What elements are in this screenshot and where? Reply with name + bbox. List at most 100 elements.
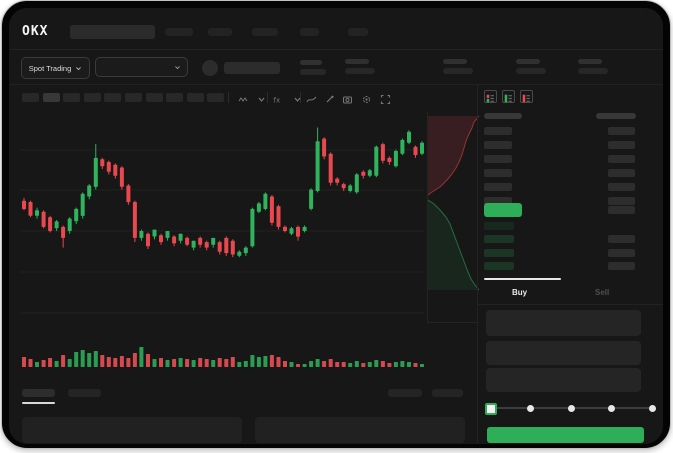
volume-bar [393,362,398,367]
slider-stop-dot[interactable] [608,404,615,412]
fullscreen-icon[interactable] [380,92,391,105]
coin-avatar [202,60,218,76]
bottom-link-1[interactable] [388,389,422,397]
nav-item-skeleton[interactable] [165,28,193,36]
timeframe-button[interactable] [22,93,39,102]
ask-amount-bar [608,141,635,149]
bottom-tab-order-history[interactable] [68,389,101,397]
candle [302,226,307,231]
camera-snapshot-icon[interactable] [342,92,353,104]
pair-dropdown[interactable] [95,57,188,77]
candle [289,228,294,234]
volume-bar [159,358,163,367]
app-screen: OKX Spot Trading fx [9,8,663,444]
nav-item-skeleton[interactable] [252,28,278,36]
volume-bar [309,361,314,367]
panel-divider [477,85,478,443]
timeframe-button[interactable] [83,93,101,102]
candle [315,141,320,191]
candle [22,200,26,209]
okx-logo[interactable]: OKX [22,24,49,39]
slider-handle[interactable] [485,403,497,415]
timeframe-button[interactable] [207,93,225,102]
bid-amount-bar [608,262,635,270]
line-chart-icon[interactable] [306,92,317,103]
bottom-tab-underline [22,402,55,404]
indicators-fx-icon[interactable]: fx [272,92,283,105]
bid-price-bar [484,235,514,243]
nav-item-skeleton[interactable] [300,28,319,36]
timeframe-button[interactable] [42,93,60,102]
ask-price-bar [484,169,512,177]
bottom-tab-open-orders[interactable] [22,389,55,397]
book-bids-icon[interactable] [502,90,515,103]
slider-stop-dot[interactable] [648,404,656,412]
timeframe-button[interactable] [186,93,204,102]
book-both-icon[interactable] [484,90,497,103]
timeframe-button[interactable] [63,93,81,102]
candle-style-icon[interactable] [237,92,248,103]
timeframe-button[interactable] [104,93,122,102]
total-input[interactable] [486,368,641,392]
last-price-highlight [484,203,522,217]
candle [296,226,300,237]
stat-label-skeleton [345,59,369,64]
volume-bar [41,360,46,367]
candle [256,203,261,212]
timeframe-button[interactable] [166,93,184,102]
slider-stop-dot[interactable] [567,404,575,412]
candle [387,157,392,162]
book-asks-icon[interactable] [520,90,533,103]
bottom-link-2[interactable] [432,389,463,397]
orderbook-amount-bar [608,206,635,214]
volume-bar [380,361,385,367]
volume-bar [165,360,170,367]
volume-bar [315,359,320,367]
toolbar-divider [267,92,268,103]
candle [159,235,163,243]
volume-bar [48,358,53,367]
ask-amount-bar [608,183,635,191]
volume-bar [191,360,196,367]
orderbook-amount-header [596,113,636,119]
volume-bar [335,362,340,367]
candle [250,208,255,247]
pencil-draw-icon[interactable] [324,92,335,103]
tab-buy[interactable]: Buy [512,288,528,297]
slider-stop-dot[interactable] [527,404,534,412]
chevron-down-icon[interactable] [256,92,267,103]
volume-bar [106,357,111,367]
header-divider [10,49,663,50]
amount-input[interactable] [486,341,641,365]
chevron-down-icon[interactable] [292,92,303,103]
nav-item-skeleton[interactable] [348,28,368,36]
nav-item-skeleton[interactable] [208,28,232,36]
svg-text:fx: fx [274,97,281,105]
orders-empty-panel [255,417,465,443]
candle [67,218,72,231]
candle [198,237,203,245]
stat-value-skeleton [516,68,546,74]
candle [341,184,346,189]
candle [132,202,137,238]
volume-bar [243,361,248,367]
volume-bar [407,362,411,367]
volume-bar [322,361,327,367]
volume-bar [296,364,300,367]
ask-price-bar [484,155,512,163]
tab-sell[interactable]: Sell [595,288,610,297]
market-type-selector[interactable]: Spot Trading [21,57,90,79]
volume-bar [361,363,366,367]
active-tab-indicator [484,278,561,280]
volume-bar [28,359,33,367]
pair-name-skeleton [224,62,280,74]
candle [48,217,53,231]
buy-submit-button[interactable] [487,427,644,443]
candle [211,237,216,245]
timeframe-button[interactable] [145,93,163,102]
settings-gear-icon[interactable] [361,92,372,103]
volume-bar [67,359,72,367]
price-input[interactable] [486,310,641,336]
timeframe-button[interactable] [125,93,142,102]
search-bar[interactable] [70,25,155,39]
